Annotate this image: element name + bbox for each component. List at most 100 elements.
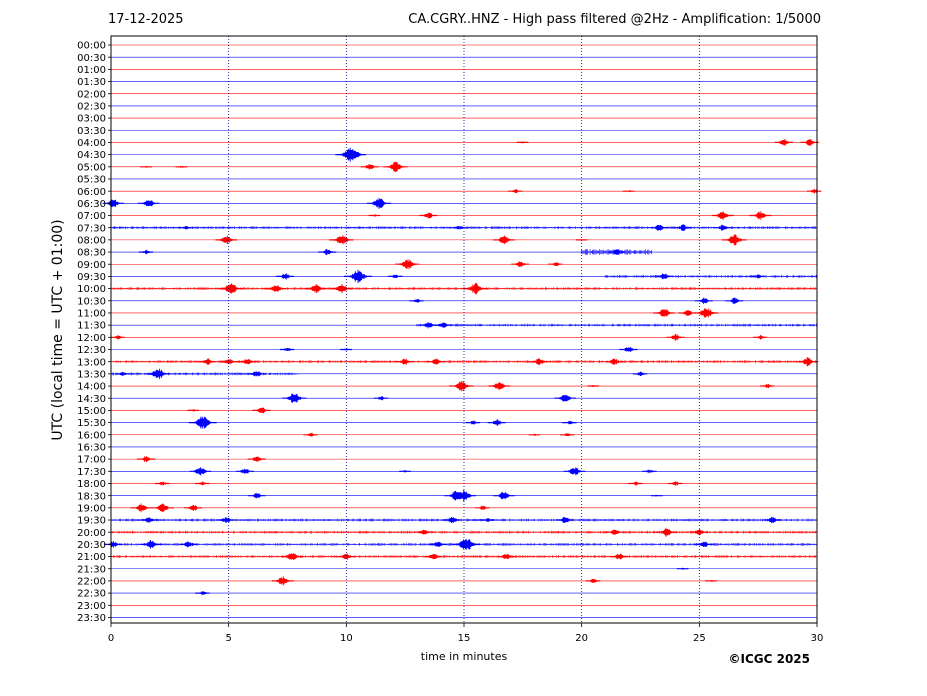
seismic-event-24 <box>329 235 354 245</box>
x-tick-label-30: 30 <box>811 633 824 644</box>
seismic-event-76 <box>373 396 389 401</box>
seismic-event-21 <box>673 224 692 231</box>
row-label-0100: 01:00 <box>77 65 106 76</box>
trace-group <box>102 44 822 618</box>
seismic-event-34 <box>275 273 294 280</box>
x-axis-ticks: 0 5 10 15 20 25 30 <box>108 623 824 644</box>
seismic-event-16 <box>749 211 772 220</box>
seismic-event-119 <box>452 539 481 550</box>
seismic-event-47 <box>653 309 675 317</box>
row-label-2330: 23:30 <box>77 613 106 624</box>
seismic-event-111 <box>763 516 782 524</box>
seismic-event-107 <box>217 517 236 523</box>
x-axis-label: time in minutes <box>421 650 508 663</box>
seismic-event-64 <box>605 358 624 365</box>
row-label-0930: 09:30 <box>77 272 106 283</box>
seismic-event-89 <box>235 468 254 474</box>
seismic-event-131 <box>195 591 210 596</box>
seismic-event-80 <box>487 419 506 426</box>
seismic-event-61 <box>395 358 414 365</box>
seismic-event-125 <box>497 554 516 559</box>
seismic-event-20 <box>650 224 669 231</box>
seismic-event-101 <box>650 494 663 497</box>
seismic-event-91 <box>642 469 657 474</box>
seismic-event-4 <box>383 161 408 172</box>
row-label-0630: 06:30 <box>77 199 106 210</box>
row-label-0130: 01:30 <box>77 77 106 88</box>
seismic-event-51 <box>433 322 452 328</box>
seismic-event-102 <box>130 503 153 513</box>
seismic-event-128 <box>271 576 294 586</box>
seismic-event-62 <box>426 358 445 365</box>
seismic-event-124 <box>424 554 443 560</box>
seismic-event-122 <box>281 553 303 560</box>
minute-gridlines <box>228 36 700 623</box>
x-tick-label-25: 25 <box>693 633 706 644</box>
row-label-1530: 15:30 <box>77 418 106 429</box>
seismic-event-60 <box>238 359 257 365</box>
row-label-2030: 20:30 <box>77 540 106 551</box>
row-label-1430: 14:30 <box>77 394 106 405</box>
row-label-1130: 11:30 <box>77 321 106 332</box>
seismic-event-15 <box>712 211 734 220</box>
seismic-event-63 <box>530 358 549 365</box>
seismic-event-103 <box>151 503 174 512</box>
x-tick-label-10: 10 <box>340 633 353 644</box>
seismic-event-82 <box>465 420 481 425</box>
seismic-event-28 <box>138 249 154 255</box>
seismic-event-45 <box>694 297 713 304</box>
seismic-event-49 <box>693 308 719 318</box>
seismic-event-97 <box>247 492 266 499</box>
seismic-event-95 <box>628 481 643 486</box>
seismic-event-118 <box>428 541 447 547</box>
seismic-event-96 <box>668 481 683 486</box>
seismic-event-43 <box>463 283 488 295</box>
seismic-event-36 <box>388 274 403 279</box>
seismic-event-54 <box>752 335 768 340</box>
seismic-event-66 <box>115 371 130 376</box>
seismic-event-33 <box>548 262 563 267</box>
seismic-event-73 <box>587 385 600 387</box>
seismic-event-121 <box>104 541 123 548</box>
row-label-0500: 05:00 <box>77 162 106 173</box>
seismic-event-17 <box>368 214 381 217</box>
seismic-event-11 <box>102 199 125 208</box>
seismic-event-65 <box>796 357 819 367</box>
seismic-event-32 <box>511 261 530 268</box>
seismic-event-87 <box>247 456 266 462</box>
row-label-0330: 03:30 <box>77 126 106 137</box>
row-label-1300: 13:00 <box>77 357 106 368</box>
seismic-event-35 <box>344 269 372 284</box>
seismic-event-129 <box>585 579 601 583</box>
seismic-event-68 <box>247 371 266 377</box>
row-label-1600: 16:00 <box>77 430 106 441</box>
row-label-1630: 16:30 <box>77 443 106 454</box>
seismic-event-116 <box>140 540 162 549</box>
seismic-event-99 <box>451 489 476 502</box>
row-label-1700: 17:00 <box>77 455 106 466</box>
seismic-event-71 <box>488 382 511 390</box>
seismic-event-120 <box>694 541 713 547</box>
seismic-event-117 <box>179 541 198 548</box>
seismic-event-90 <box>563 467 586 476</box>
x-tick-label-0: 0 <box>108 633 114 644</box>
row-label-2200: 22:00 <box>77 577 106 588</box>
row-label-0730: 07:30 <box>77 223 106 234</box>
chart-title: CA.CGRY..HNZ - High pass filtered @2Hz -… <box>408 12 821 27</box>
seismic-event-130 <box>705 580 717 582</box>
row-label-1400: 14:00 <box>77 382 106 393</box>
seismic-event-5 <box>360 164 379 170</box>
seismic-event-67 <box>145 368 170 380</box>
row-label-1000: 10:00 <box>77 284 106 295</box>
seismic-event-81 <box>562 420 577 425</box>
seismic-event-9 <box>622 190 635 193</box>
seismic-event-59 <box>219 359 238 365</box>
date-label: 17-12-2025 <box>108 12 184 27</box>
seismic-event-88 <box>189 467 212 476</box>
seismic-event-104 <box>184 504 203 511</box>
seismic-event-3 <box>335 147 366 162</box>
seismic-event-56 <box>619 346 638 353</box>
seismic-event-79 <box>188 416 217 429</box>
seismic-event-77 <box>252 407 271 414</box>
